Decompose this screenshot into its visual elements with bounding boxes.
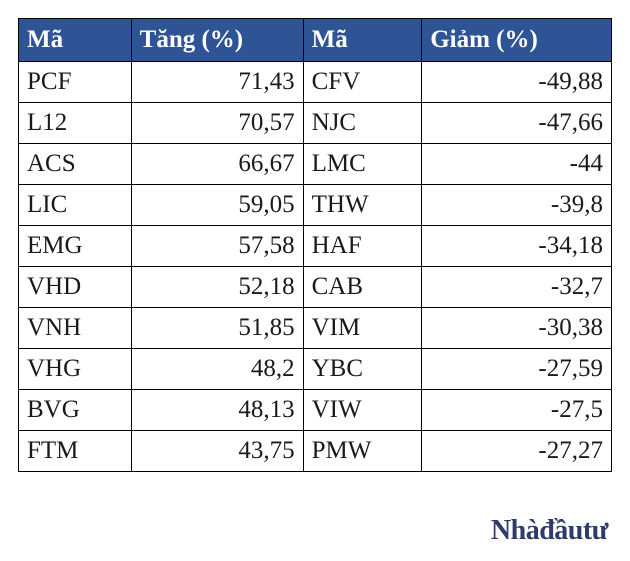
- table-row: EMG 57,58 HAF -34,18: [19, 226, 612, 267]
- table-row: BVG 48,13 VIW -27,5: [19, 390, 612, 431]
- cell-giam: -27,59: [422, 349, 612, 390]
- cell-giam: -27,5: [422, 390, 612, 431]
- cell-ma-up: VHG: [19, 349, 132, 390]
- table-row: FTM 43,75 PMW -27,27: [19, 431, 612, 472]
- cell-ma-up: PCF: [19, 62, 132, 103]
- cell-tang: 52,18: [131, 267, 303, 308]
- cell-giam: -32,7: [422, 267, 612, 308]
- cell-tang: 57,58: [131, 226, 303, 267]
- cell-giam: -27,27: [422, 431, 612, 472]
- header-ma-up: Mã: [19, 19, 132, 62]
- cell-tang: 51,85: [131, 308, 303, 349]
- header-giam: Giảm (%): [422, 19, 612, 62]
- cell-ma-down: YBC: [303, 349, 422, 390]
- cell-ma-down: THW: [303, 185, 422, 226]
- cell-tang: 71,43: [131, 62, 303, 103]
- cell-tang: 48,13: [131, 390, 303, 431]
- cell-ma-up: EMG: [19, 226, 132, 267]
- table-row: PCF 71,43 CFV -49,88: [19, 62, 612, 103]
- cell-giam: -47,66: [422, 103, 612, 144]
- cell-giam: -34,18: [422, 226, 612, 267]
- cell-giam: -39,8: [422, 185, 612, 226]
- cell-ma-down: CFV: [303, 62, 422, 103]
- table-row: LIC 59,05 THW -39,8: [19, 185, 612, 226]
- cell-ma-up: BVG: [19, 390, 132, 431]
- table-header-row: Mã Tăng (%) Mã Giảm (%): [19, 19, 612, 62]
- cell-ma-down: PMW: [303, 431, 422, 472]
- table-row: L12 70,57 NJC -47,66: [19, 103, 612, 144]
- table-row: VHD 52,18 CAB -32,7: [19, 267, 612, 308]
- watermark-logo: Nhàđầutư: [491, 515, 608, 547]
- table-row: VNH 51,85 VIM -30,38: [19, 308, 612, 349]
- cell-tang: 66,67: [131, 144, 303, 185]
- cell-ma-up: ACS: [19, 144, 132, 185]
- table-row: VHG 48,2 YBC -27,59: [19, 349, 612, 390]
- cell-tang: 48,2: [131, 349, 303, 390]
- stock-change-table: Mã Tăng (%) Mã Giảm (%) PCF 71,43 CFV -4…: [18, 18, 612, 472]
- cell-giam: -49,88: [422, 62, 612, 103]
- cell-ma-up: VNH: [19, 308, 132, 349]
- cell-tang: 70,57: [131, 103, 303, 144]
- cell-ma-down: NJC: [303, 103, 422, 144]
- cell-ma-down: VIM: [303, 308, 422, 349]
- header-ma-down: Mã: [303, 19, 422, 62]
- cell-giam: -44: [422, 144, 612, 185]
- header-tang: Tăng (%): [131, 19, 303, 62]
- cell-ma-up: FTM: [19, 431, 132, 472]
- cell-ma-down: HAF: [303, 226, 422, 267]
- cell-ma-up: LIC: [19, 185, 132, 226]
- cell-ma-up: L12: [19, 103, 132, 144]
- cell-ma-down: LMC: [303, 144, 422, 185]
- cell-tang: 43,75: [131, 431, 303, 472]
- cell-giam: -30,38: [422, 308, 612, 349]
- table-row: ACS 66,67 LMC -44: [19, 144, 612, 185]
- cell-ma-up: VHD: [19, 267, 132, 308]
- cell-tang: 59,05: [131, 185, 303, 226]
- cell-ma-down: VIW: [303, 390, 422, 431]
- cell-ma-down: CAB: [303, 267, 422, 308]
